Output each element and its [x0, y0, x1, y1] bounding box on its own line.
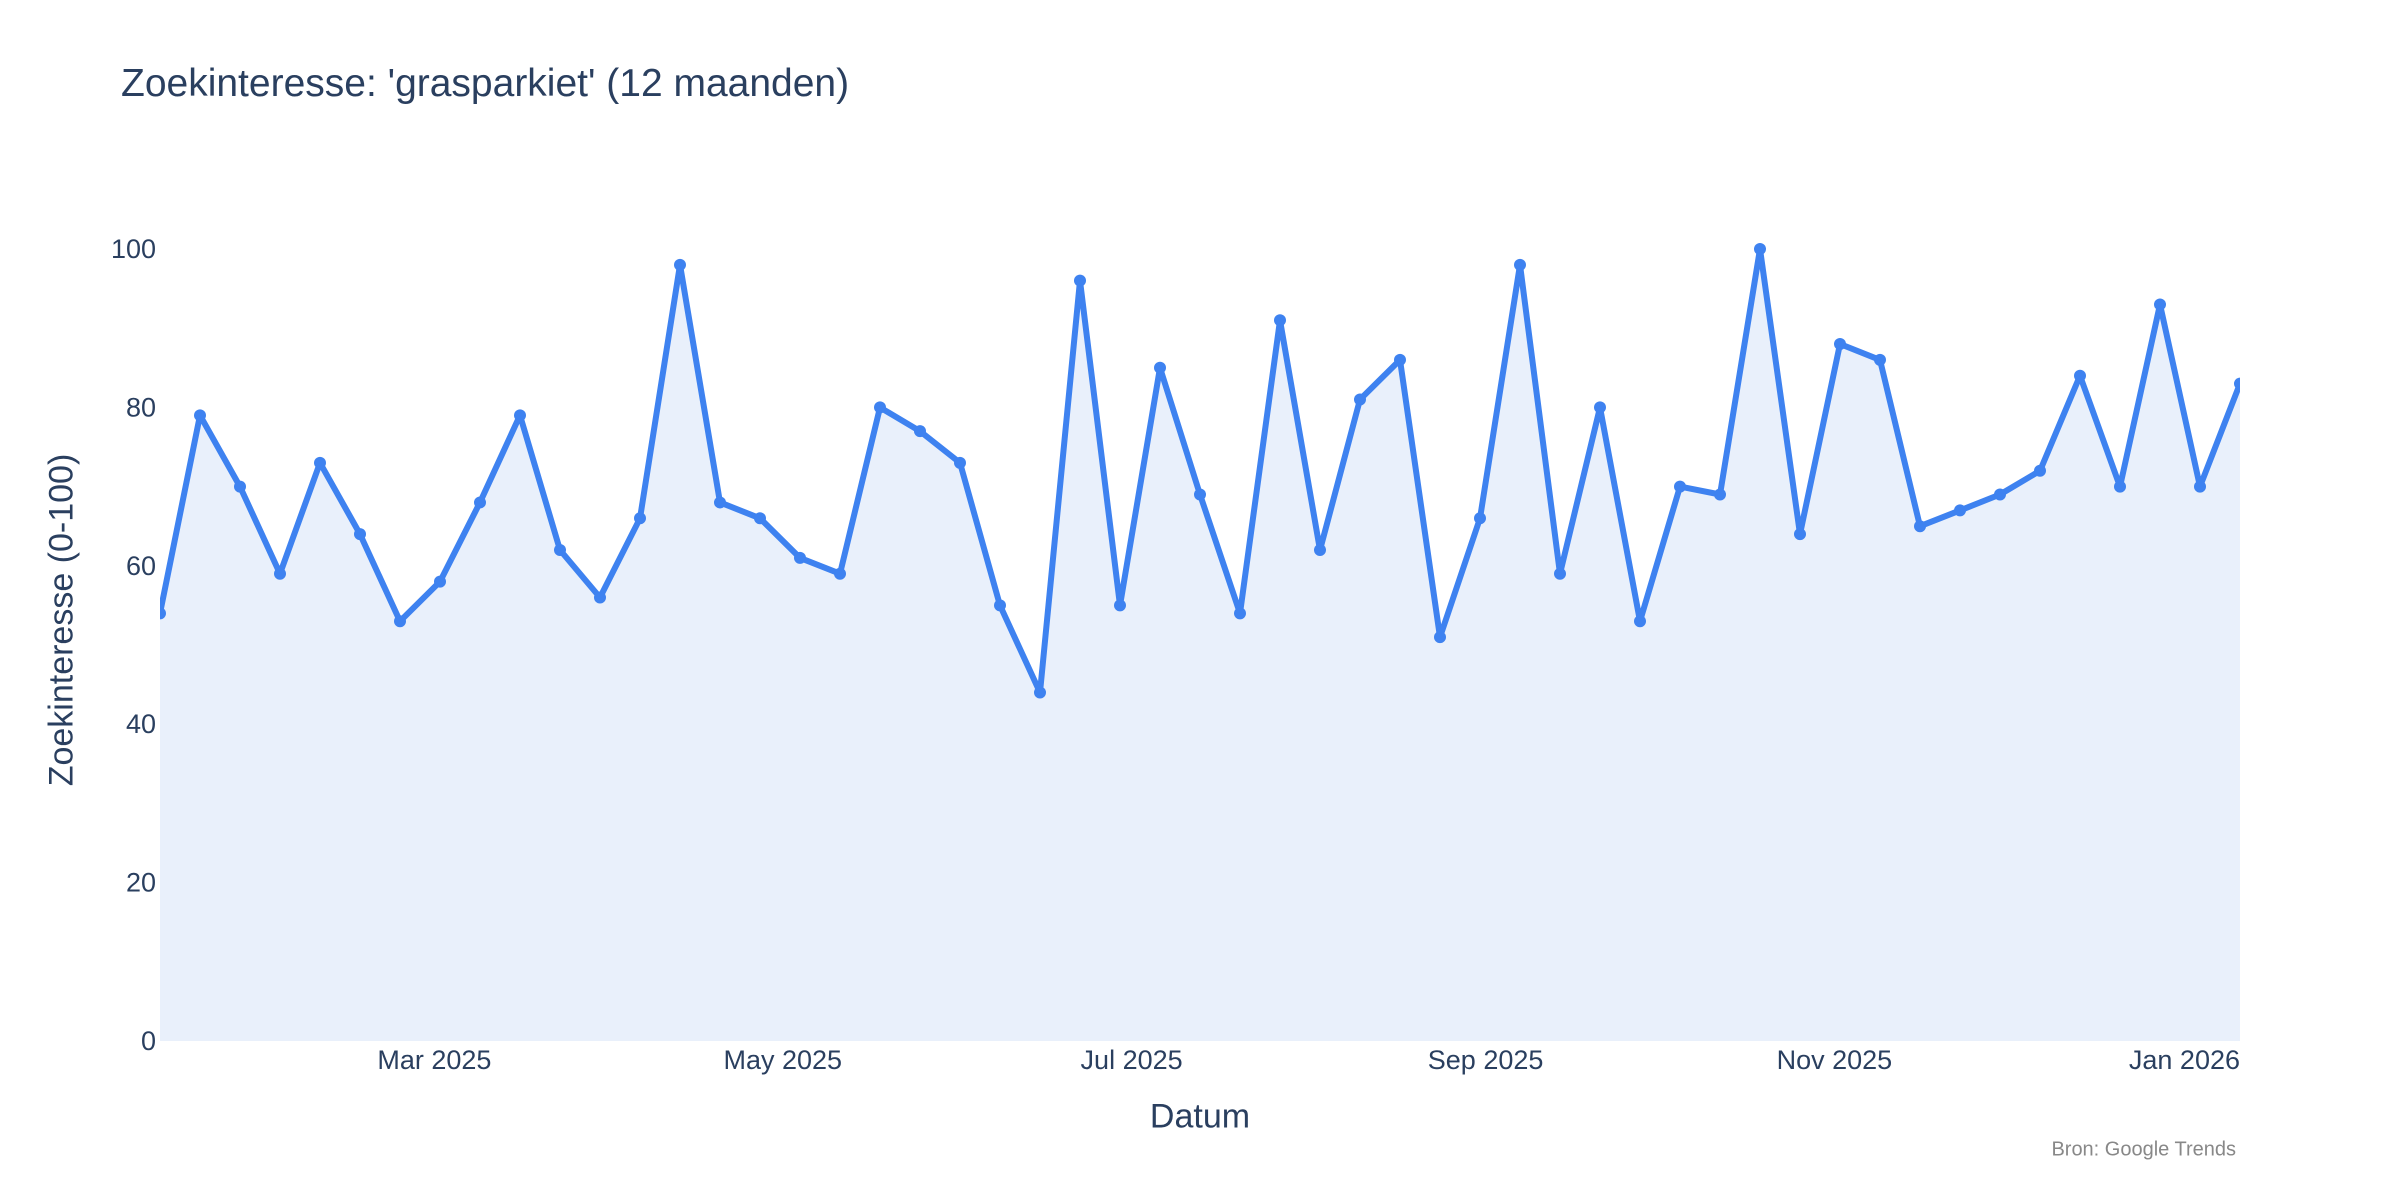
data-point [1914, 520, 1926, 533]
data-point [1434, 631, 1446, 644]
data-point [1594, 401, 1606, 414]
data-point [594, 591, 606, 604]
data-point [194, 409, 206, 422]
x-axis-ticks: Mar 2025 May 2025 Jul 2025 Sep 2025 Nov 2025… [377, 1045, 2240, 1075]
data-point [994, 599, 1006, 612]
data-point [314, 456, 326, 469]
data-point [234, 480, 246, 493]
data-point [2074, 369, 2086, 382]
data-point [1114, 599, 1126, 612]
y-axis-title: Zoekinteresse (0-100) [42, 453, 81, 787]
data-point [2034, 464, 2046, 477]
x-tick-label: May 2025 [724, 1045, 843, 1075]
y-tick-label: 20 [126, 868, 156, 898]
y-tick-label: 100 [111, 234, 156, 264]
data-point [1554, 567, 1566, 580]
data-point [354, 528, 366, 541]
data-point [1154, 361, 1166, 374]
area-fill [160, 249, 2240, 1041]
data-point [1474, 512, 1486, 525]
y-tick-label: 60 [126, 551, 156, 581]
data-point [1354, 393, 1366, 406]
data-point [754, 512, 766, 525]
x-tick-label: Nov 2025 [1777, 1045, 1893, 1075]
y-tick-label: 0 [141, 1026, 156, 1056]
data-point [1034, 686, 1046, 699]
chart-title: Zoekinteresse: 'grasparkiet' (12 maanden… [121, 62, 850, 105]
data-point [1314, 543, 1326, 556]
data-point [1234, 607, 1246, 620]
data-point [1674, 480, 1686, 493]
data-point [554, 543, 566, 556]
data-point [1194, 488, 1206, 501]
data-point [914, 425, 926, 438]
x-tick-label: Mar 2025 [377, 1045, 491, 1075]
data-point [1714, 488, 1726, 501]
data-point [834, 567, 846, 580]
data-point [160, 607, 166, 620]
data-point [434, 575, 446, 588]
x-tick-label: Jul 2025 [1081, 1045, 1183, 1075]
data-point [1274, 314, 1286, 327]
data-point [2194, 480, 2206, 493]
data-point [474, 496, 486, 509]
data-point [1514, 258, 1526, 271]
data-point [514, 409, 526, 422]
data-point [954, 456, 966, 469]
source-note: Bron: Google Trends [2051, 1138, 2236, 1161]
data-point [1754, 243, 1766, 255]
x-tick-label: Sep 2025 [1428, 1045, 1544, 1075]
data-point [1874, 353, 1886, 366]
x-axis-title: Datum [1149, 1097, 1251, 1136]
data-point [874, 401, 886, 414]
data-point [1954, 504, 1966, 517]
data-point [1994, 488, 2006, 501]
data-point [274, 567, 286, 580]
data-point [1794, 528, 1806, 541]
data-point [1394, 353, 1406, 366]
data-point [2154, 298, 2166, 311]
data-point [2234, 377, 2240, 390]
data-point [1074, 274, 1086, 287]
y-tick-label: 80 [126, 392, 156, 422]
data-point [674, 258, 686, 271]
y-tick-label: 40 [126, 709, 156, 739]
data-point [2114, 480, 2126, 493]
data-point [394, 615, 406, 628]
data-point [794, 551, 806, 564]
data-point [1834, 338, 1846, 351]
data-point [714, 496, 726, 509]
data-point [634, 512, 646, 525]
x-tick-label: Jan 2026 [2129, 1045, 2240, 1075]
y-axis-ticks: 0 20 40 60 80 100 [111, 234, 156, 1056]
data-point [1634, 615, 1646, 628]
data-point-markers [160, 243, 2240, 699]
